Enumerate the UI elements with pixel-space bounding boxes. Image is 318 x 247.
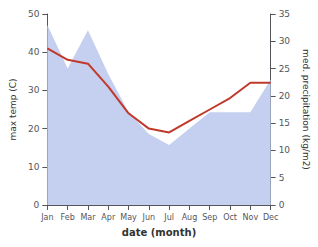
svg-text:30: 30 (28, 85, 40, 95)
svg-text:Dec: Dec (263, 213, 278, 222)
svg-text:10: 10 (279, 145, 291, 155)
svg-text:Apr: Apr (101, 213, 116, 222)
svg-text:5: 5 (279, 173, 285, 183)
svg-text:Mar: Mar (80, 213, 96, 222)
svg-text:Sep: Sep (202, 213, 217, 222)
svg-text:20: 20 (28, 124, 40, 134)
svg-text:35: 35 (279, 9, 290, 19)
svg-text:med. precipitation (kg/m2): med. precipitation (kg/m2) (301, 49, 311, 170)
svg-text:Jan: Jan (40, 213, 53, 222)
svg-text:20: 20 (279, 91, 291, 101)
svg-text:Nov: Nov (243, 213, 259, 222)
svg-text:25: 25 (279, 64, 290, 74)
svg-text:0: 0 (279, 200, 285, 210)
svg-text:Aug: Aug (182, 213, 198, 222)
svg-text:Feb: Feb (61, 213, 75, 222)
svg-text:50: 50 (28, 9, 40, 19)
svg-text:Oct: Oct (223, 213, 237, 222)
svg-text:May: May (120, 213, 137, 222)
svg-text:40: 40 (28, 47, 40, 57)
svg-text:0: 0 (34, 200, 40, 210)
svg-text:Jun: Jun (142, 213, 156, 222)
svg-text:30: 30 (279, 36, 291, 46)
svg-text:10: 10 (28, 162, 40, 172)
svg-text:Jul: Jul (163, 213, 174, 222)
svg-text:15: 15 (279, 118, 290, 128)
svg-text:date (month): date (month) (122, 227, 196, 238)
svg-text:max temp (C): max temp (C) (8, 78, 18, 140)
